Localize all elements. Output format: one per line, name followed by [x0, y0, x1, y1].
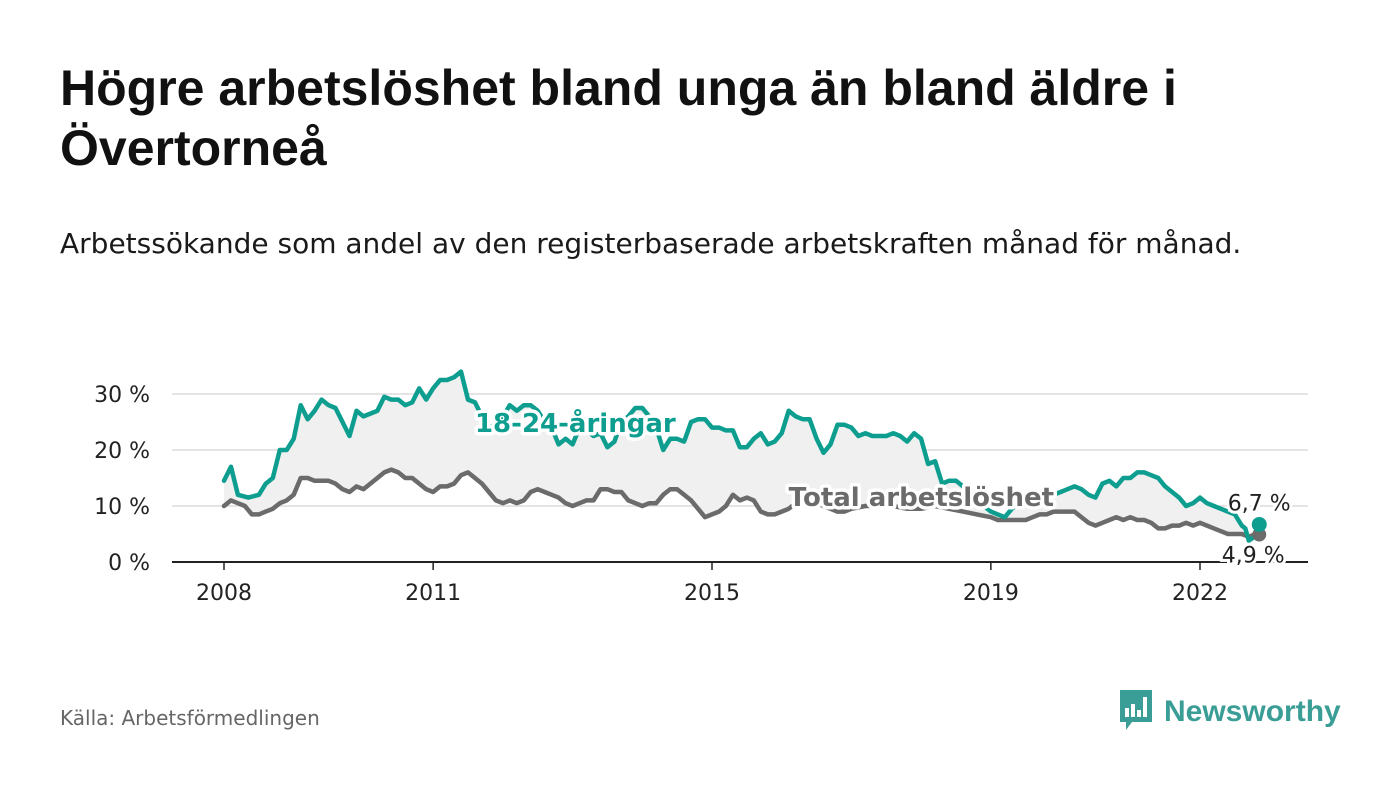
- total-series-label: Total arbetslöshet: [789, 483, 1054, 513]
- youth-series-line: [221, 369, 1262, 543]
- series-lines: [221, 369, 1267, 543]
- x-tick-label: 2022: [1172, 581, 1228, 606]
- logo-text: Newsworthy: [1164, 695, 1341, 728]
- newsworthy-logo[interactable]: Newsworthy: [1118, 690, 1341, 734]
- series-labels: 18-24-åringar Total arbetslöshet 6,7 % 4,9 …: [471, 404, 1293, 572]
- bar-chart-speech-bubble-icon: [1118, 688, 1154, 736]
- youth-end-value-label: 6,7 %: [1228, 491, 1291, 516]
- chart-subtitle: Arbetssökande som andel av den registerb…: [60, 227, 1242, 260]
- y-tick-label: 0 %: [108, 551, 150, 576]
- source-note: Källa: Arbetsförmedlingen: [60, 706, 320, 730]
- difference-band: [224, 371, 1260, 541]
- x-tick-label: 2011: [405, 581, 461, 606]
- x-tick-label: 2008: [196, 581, 252, 606]
- y-tick-label: 20 %: [94, 439, 150, 464]
- x-tick-label: 2015: [684, 581, 740, 606]
- x-axis: 2008 2011 2015 2019 2022: [196, 562, 1228, 606]
- y-tick-label: 10 %: [94, 495, 150, 520]
- y-tick-label: 30 %: [94, 383, 150, 408]
- y-axis: 0 % 10 % 20 % 30 %: [94, 383, 150, 576]
- youth-end-dot: [1251, 516, 1267, 532]
- x-tick-label: 2019: [963, 581, 1019, 606]
- band-area: [224, 371, 1260, 541]
- total-end-value-label: 4,9 %: [1222, 544, 1285, 569]
- youth-series-label: 18-24-åringar: [475, 407, 676, 439]
- total-series-line: [221, 467, 1262, 540]
- chart-title: Högre arbetslöshet bland unga än bland ä…: [60, 60, 1177, 176]
